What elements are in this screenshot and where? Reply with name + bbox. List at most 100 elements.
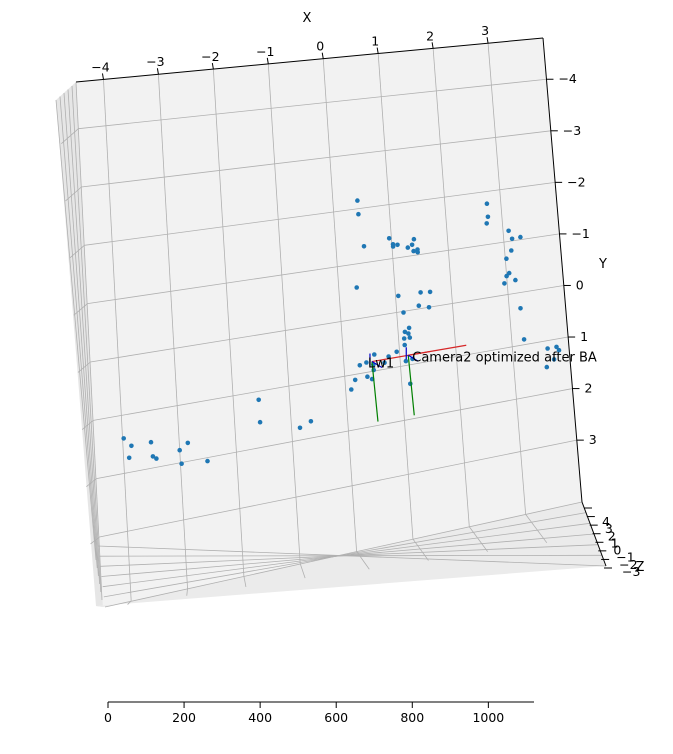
data-point bbox=[372, 352, 377, 357]
x-grid-line bbox=[158, 74, 188, 589]
data-point bbox=[121, 436, 126, 441]
y-grid-side-line bbox=[61, 128, 79, 145]
side-grid-line bbox=[67, 89, 100, 585]
y-grid-line bbox=[90, 285, 564, 363]
data-point bbox=[129, 443, 134, 449]
data-point bbox=[352, 377, 358, 383]
x-axis-title: X bbox=[303, 11, 312, 26]
data-point bbox=[504, 256, 509, 262]
data-point bbox=[297, 425, 303, 431]
data-point bbox=[355, 198, 360, 203]
z-tick-label: −1 bbox=[616, 550, 634, 565]
data-point bbox=[518, 306, 523, 311]
data-point bbox=[509, 248, 514, 253]
data-point bbox=[554, 344, 559, 350]
bottom-tick-label: 0 bbox=[104, 710, 112, 725]
x-tick-mark bbox=[156, 68, 159, 75]
data-point bbox=[185, 440, 191, 446]
z-tick-label: 3 bbox=[605, 521, 613, 536]
x-tick-mark bbox=[486, 37, 489, 44]
data-point bbox=[401, 310, 406, 315]
z-axis-title: Z bbox=[636, 560, 645, 575]
x-grid-line bbox=[432, 48, 470, 527]
data-point bbox=[506, 270, 512, 276]
camera-z-axis bbox=[371, 361, 383, 369]
x-tick-mark bbox=[101, 73, 104, 80]
data-point bbox=[406, 325, 412, 331]
bottom-tick-label: 1000 bbox=[472, 710, 504, 725]
scatter-points bbox=[121, 198, 562, 467]
data-point bbox=[406, 331, 411, 336]
data-point bbox=[308, 419, 314, 424]
camera-x-axis bbox=[408, 344, 467, 356]
data-point bbox=[521, 337, 527, 342]
x-grid-line bbox=[212, 69, 245, 577]
data-point bbox=[411, 248, 416, 254]
x-grid-line bbox=[377, 53, 414, 540]
camera-markers: Lw1 Camera2 optimized after BA bbox=[368, 344, 597, 422]
data-point bbox=[551, 357, 557, 362]
data-point bbox=[179, 461, 184, 467]
camera-y-axis bbox=[407, 355, 415, 416]
camera-z-axis bbox=[407, 354, 419, 362]
x-tick-label: 0 bbox=[316, 39, 324, 54]
side-grid-line bbox=[55, 99, 97, 561]
z-grid-line bbox=[97, 545, 607, 567]
data-point bbox=[513, 277, 518, 283]
data-point bbox=[518, 234, 523, 240]
data-point bbox=[148, 439, 154, 445]
z-grid-line bbox=[104, 501, 583, 608]
x-tick-mark bbox=[211, 62, 214, 70]
data-point bbox=[484, 221, 490, 226]
y-grid-side-line bbox=[73, 303, 88, 316]
bottom-tick-label: 200 bbox=[172, 710, 196, 725]
data-point bbox=[484, 201, 490, 206]
z-grid-line bbox=[103, 512, 587, 598]
data-point bbox=[390, 244, 396, 249]
x-tick-mark bbox=[266, 57, 269, 64]
side-grid-line bbox=[59, 96, 98, 569]
x-grid-line bbox=[322, 58, 357, 552]
data-point bbox=[485, 214, 491, 220]
data-point bbox=[509, 236, 515, 242]
data-point bbox=[126, 455, 132, 461]
data-point bbox=[401, 336, 407, 341]
y-tick-label: 0 bbox=[576, 277, 584, 292]
x-grid-floor-line bbox=[299, 563, 306, 579]
data-point bbox=[418, 290, 423, 295]
data-point bbox=[154, 456, 159, 461]
x-tick-mark bbox=[321, 52, 324, 59]
data-point bbox=[382, 360, 387, 366]
side-grid-line bbox=[75, 82, 103, 601]
y-grid-side-line bbox=[77, 361, 91, 373]
side-grid-line bbox=[71, 85, 102, 593]
camera-label: Lw1 bbox=[368, 357, 394, 372]
data-point bbox=[150, 454, 156, 459]
x-grid-floor-line bbox=[186, 588, 188, 596]
data-point bbox=[395, 242, 400, 248]
y-grid-line bbox=[99, 439, 577, 538]
data-point bbox=[349, 387, 354, 392]
z-tick-label: −2 bbox=[619, 557, 637, 572]
data-point bbox=[556, 347, 562, 353]
bottom-tick-label: 800 bbox=[400, 710, 424, 725]
data-point bbox=[357, 363, 363, 368]
z-tick-label: 2 bbox=[608, 528, 616, 543]
y-grid-line bbox=[78, 78, 547, 130]
y-axis-title: Y bbox=[598, 257, 607, 272]
x-tick-label: −1 bbox=[256, 44, 274, 59]
z-tick-label: 0 bbox=[613, 543, 621, 558]
bottom-tick-label: 600 bbox=[324, 710, 348, 725]
y-grid-line bbox=[96, 388, 573, 480]
y-grid-line bbox=[87, 233, 560, 305]
z-tick-label: −3 bbox=[622, 564, 640, 579]
bottom-axis: 0 200 400 600 800 1000 bbox=[104, 701, 534, 725]
camera-label: Camera2 optimized after BA bbox=[412, 350, 597, 365]
data-point bbox=[354, 285, 360, 290]
x-tick-label: 3 bbox=[481, 23, 489, 38]
data-point bbox=[427, 289, 433, 295]
data-point bbox=[402, 342, 408, 348]
data-point bbox=[544, 364, 550, 370]
